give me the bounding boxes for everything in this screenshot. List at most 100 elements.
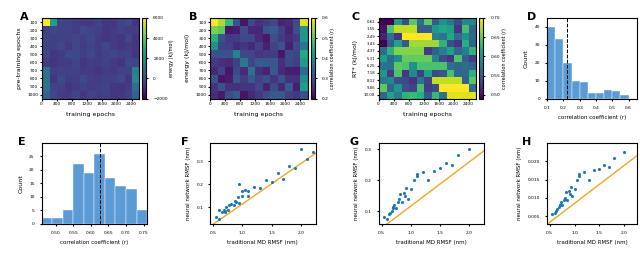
- Point: [260, 178, 271, 182]
- Bar: [126, 189, 136, 224]
- Bar: [115, 186, 126, 224]
- Point: [399, 190, 409, 195]
- Y-axis label: neural network RMSF (nm): neural network RMSF (nm): [354, 146, 359, 220]
- Point: [218, 208, 228, 212]
- Point: [412, 172, 422, 176]
- Point: [567, 194, 577, 198]
- Point: [441, 161, 451, 165]
- Point: [234, 182, 244, 187]
- Point: [554, 203, 564, 207]
- Text: E: E: [19, 136, 26, 146]
- Point: [401, 186, 412, 190]
- X-axis label: traditional MD RMSF (nm): traditional MD RMSF (nm): [557, 240, 627, 245]
- Point: [387, 209, 397, 213]
- Bar: [596, 93, 604, 99]
- Point: [552, 207, 562, 211]
- X-axis label: traditional MD RMSF (nm): traditional MD RMSF (nm): [227, 240, 298, 245]
- Y-axis label: Count: Count: [19, 174, 24, 193]
- X-axis label: correlation coefficient (r): correlation coefficient (r): [60, 240, 129, 245]
- Point: [383, 212, 394, 216]
- Bar: [604, 90, 612, 99]
- Point: [393, 200, 403, 204]
- Y-axis label: correlation coefficient (r): correlation coefficient (r): [502, 28, 506, 89]
- Point: [395, 192, 405, 196]
- Point: [557, 203, 567, 207]
- Point: [609, 155, 620, 160]
- Text: F: F: [180, 136, 188, 146]
- Y-axis label: energy (kJ/mol): energy (kJ/mol): [169, 40, 174, 77]
- Point: [278, 177, 289, 181]
- Point: [388, 205, 398, 209]
- Point: [599, 163, 609, 167]
- Bar: [588, 93, 596, 99]
- Bar: [612, 91, 621, 99]
- Bar: [84, 172, 94, 224]
- Bar: [52, 218, 63, 224]
- Point: [220, 209, 230, 213]
- Point: [452, 153, 463, 158]
- Point: [230, 198, 241, 203]
- Point: [232, 200, 242, 204]
- X-axis label: traditional MD RMSF (nm): traditional MD RMSF (nm): [396, 240, 467, 245]
- Point: [579, 170, 589, 174]
- Point: [595, 167, 605, 171]
- Bar: [73, 164, 84, 224]
- Y-axis label: pre-training epochs: pre-training epochs: [17, 27, 22, 89]
- Point: [572, 178, 582, 182]
- Point: [403, 197, 413, 201]
- Point: [225, 203, 235, 207]
- Point: [391, 206, 401, 210]
- Y-axis label: neural network RMSF (nm): neural network RMSF (nm): [517, 146, 522, 220]
- X-axis label: correlation coefficient (r): correlation coefficient (r): [558, 115, 626, 120]
- Point: [237, 189, 248, 194]
- Point: [217, 210, 227, 214]
- Point: [559, 198, 569, 202]
- Bar: [105, 178, 115, 224]
- Point: [584, 178, 595, 182]
- Point: [423, 178, 433, 182]
- Point: [394, 197, 404, 201]
- Text: H: H: [522, 136, 531, 146]
- Point: [211, 215, 221, 219]
- Point: [550, 210, 560, 215]
- Point: [429, 169, 440, 173]
- Point: [388, 206, 398, 210]
- Point: [228, 203, 239, 207]
- X-axis label: training epochs: training epochs: [66, 112, 115, 117]
- Point: [604, 165, 614, 169]
- Point: [570, 187, 580, 191]
- Point: [550, 209, 561, 213]
- Text: C: C: [351, 12, 360, 22]
- Bar: [621, 95, 628, 99]
- Point: [589, 168, 600, 172]
- Point: [554, 203, 564, 207]
- Point: [296, 147, 306, 151]
- Point: [237, 194, 248, 198]
- Point: [290, 166, 300, 170]
- Y-axis label: correlation coefficient (r): correlation coefficient (r): [330, 28, 335, 89]
- Point: [249, 185, 259, 189]
- Point: [301, 157, 312, 161]
- Point: [243, 189, 253, 194]
- Point: [547, 212, 557, 216]
- Point: [447, 163, 457, 167]
- Y-axis label: Count: Count: [524, 49, 529, 68]
- Point: [225, 202, 236, 206]
- Y-axis label: energy (kJ/mol): energy (kJ/mol): [185, 34, 190, 82]
- Point: [559, 196, 570, 200]
- Bar: [556, 40, 563, 99]
- Point: [406, 187, 416, 191]
- Point: [243, 194, 253, 198]
- Point: [273, 171, 283, 175]
- Point: [561, 190, 571, 195]
- Bar: [547, 27, 556, 99]
- Point: [284, 164, 294, 168]
- Point: [562, 198, 572, 202]
- Point: [620, 150, 630, 154]
- Bar: [572, 81, 580, 99]
- Point: [400, 194, 410, 198]
- Point: [234, 201, 244, 205]
- Point: [308, 150, 318, 154]
- Point: [409, 178, 419, 182]
- Point: [574, 174, 584, 178]
